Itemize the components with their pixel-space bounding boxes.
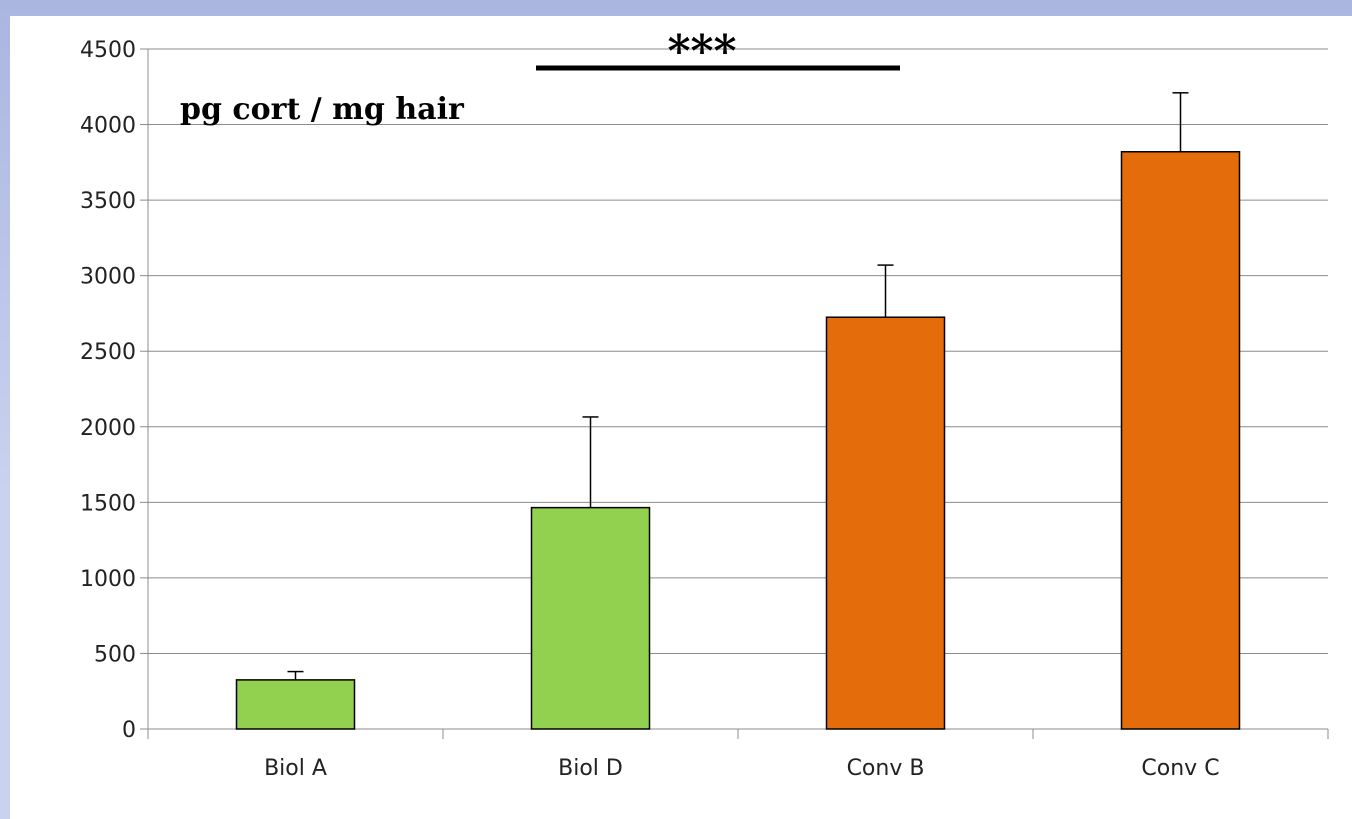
y-unit-label: pg cort / mg hair	[180, 92, 465, 127]
bars	[235, 151, 1241, 730]
y-tick-label: 3000	[80, 265, 136, 290]
y-tick-label: 500	[94, 642, 136, 667]
y-tick-label: 4000	[80, 114, 136, 139]
y-tick-label: 4500	[80, 38, 136, 63]
bar-conv-b	[825, 316, 946, 730]
significance-label: ***	[667, 26, 736, 77]
error-bars	[287, 92, 1189, 680]
bar-biol-d	[530, 506, 651, 730]
gridlines	[148, 48, 1328, 654]
bar-chart: 0 500 1000 1500 2000 2500 3000 3500 4000 4500 Biol…	[80, 26, 1329, 781]
bar-conv-c	[1120, 151, 1241, 730]
category-label: Biol A	[264, 756, 327, 781]
y-tick-label: 1000	[80, 567, 136, 592]
y-tick-label: 3500	[80, 189, 136, 214]
y-tick-label: 2000	[80, 416, 136, 441]
category-label: Conv B	[847, 756, 925, 781]
category-label: Conv C	[1141, 756, 1219, 781]
labels: 0 500 1000 1500 2000 2500 3000 3500 4000 4500 Biol…	[80, 38, 1220, 781]
bar-biol-a	[235, 679, 356, 730]
y-tick-label: 0	[122, 718, 136, 743]
chart-panel: 0 500 1000 1500 2000 2500 3000 3500 4000 4500 Biol…	[10, 16, 1352, 819]
category-label: Biol D	[558, 756, 623, 781]
y-tick-label: 1500	[80, 491, 136, 516]
y-tick-label: 2500	[80, 340, 136, 365]
